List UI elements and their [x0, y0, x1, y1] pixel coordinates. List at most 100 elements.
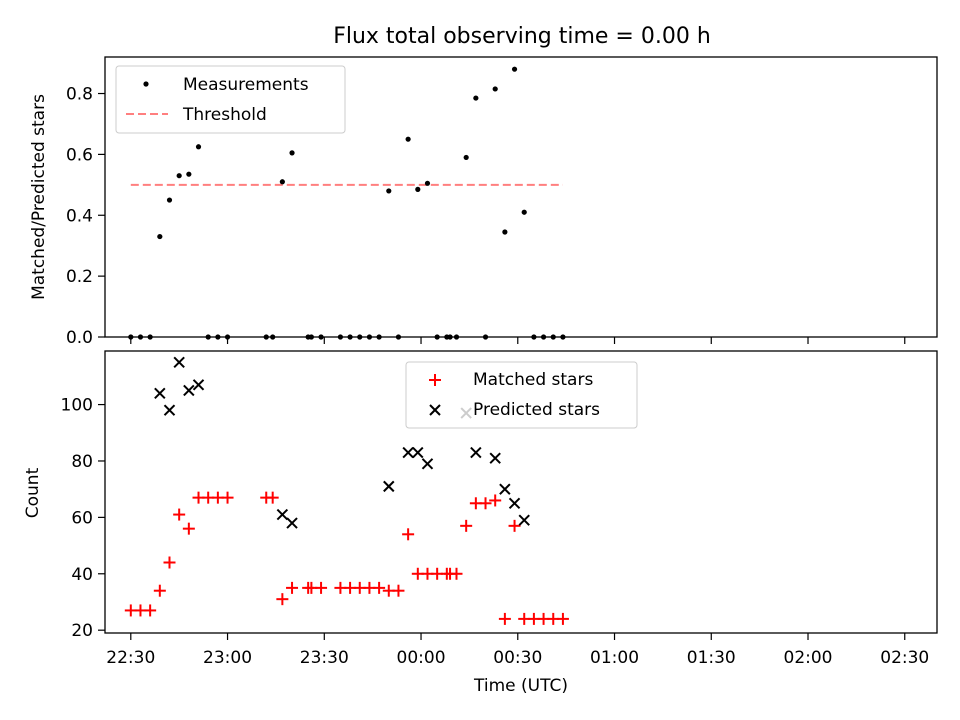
measurement-point — [357, 334, 363, 340]
matched-stars-point — [266, 491, 279, 504]
top-y-ticks: 0.0 0.2 0.4 0.6 0.8 — [66, 85, 105, 348]
legend-measurements-marker — [143, 81, 149, 87]
measurement-point — [318, 334, 324, 340]
bottom-y-tick-label: 60 — [71, 508, 93, 528]
bottom-y-tick-label: 100 — [61, 396, 93, 416]
top-y-tick-label: 0.4 — [66, 206, 93, 226]
bottom-legend: Matched stars Predicted stars — [405, 361, 638, 429]
matched-stars-point — [450, 567, 463, 580]
predicted-stars-point — [508, 497, 521, 509]
matched-stars-point — [286, 581, 299, 594]
bottom-x-tick-label: 01:00 — [590, 648, 639, 668]
measurement-point — [395, 334, 402, 340]
bottom-y-tick-label: 40 — [71, 565, 93, 585]
matched-stars-point — [182, 522, 195, 535]
top-chart-title: Flux total observing time = 0.00 h — [333, 24, 711, 49]
measurement-point — [263, 334, 269, 340]
top-legend-box — [115, 65, 346, 134]
matched-stars-point — [173, 508, 186, 521]
measurement-point — [560, 334, 566, 340]
bottom-x-tick-label: 23:00 — [203, 648, 252, 668]
predicted-stars-point — [192, 379, 205, 391]
legend-predicted-marker — [429, 404, 441, 416]
top-panel: Flux total observing time = 0.00 h 0.00.… — [29, 24, 938, 348]
measurement-point — [447, 334, 453, 340]
bottom-panel: 20 40 60 80 100 22:30 23:00 23:30 00:00 00:30 01:… — [23, 350, 938, 696]
bottom-x-tick-label: 00:00 — [397, 648, 446, 668]
bottom-y-ticks: 20 40 60 80 100 — [61, 396, 105, 641]
measurement-point — [166, 197, 173, 203]
measurement-point — [550, 334, 556, 340]
measurement-point — [186, 171, 192, 177]
top-y-tick-label: 0.8 — [66, 85, 93, 105]
matched-stars-point — [508, 519, 521, 532]
predicted-stars-point — [518, 514, 530, 526]
measurement-point — [511, 66, 518, 72]
measurement-point — [376, 334, 382, 340]
matched-stars-point — [402, 528, 415, 541]
predicted-stars-point — [173, 356, 185, 368]
measurement-point — [366, 334, 373, 340]
matched-stars-point — [392, 584, 405, 597]
measurement-point — [482, 334, 489, 340]
top-y-tick-label: 0.2 — [66, 267, 93, 287]
bottom-marks — [124, 356, 569, 625]
bottom-x-ticks: 22:30 23:00 23:30 00:00 00:30 01:00 01:30 02:00… — [106, 633, 929, 668]
measurement-point — [308, 334, 314, 340]
predicted-stars-point — [421, 458, 434, 470]
top-y-tick-label: 0.0 — [66, 328, 93, 348]
bottom-x-tick-label: 02:00 — [784, 648, 833, 668]
predicted-stars-point — [383, 480, 395, 493]
matched-stars-point — [479, 497, 492, 510]
predicted-stars-point — [286, 517, 298, 529]
bottom-x-axis-label: Time (UTC) — [473, 676, 568, 696]
measurement-point — [473, 95, 479, 101]
predicted-stars-point — [276, 508, 289, 521]
measurement-point — [224, 334, 231, 340]
matched-stars-point — [489, 494, 502, 507]
measurement-point — [415, 186, 421, 192]
measurement-point — [453, 334, 460, 340]
measurement-point — [195, 144, 202, 150]
predicted-stars-point — [412, 446, 424, 459]
predicted-stars-point — [183, 384, 195, 397]
measurement-point — [157, 233, 163, 240]
measurement-point — [463, 154, 469, 161]
legend-threshold-label: Threshold — [182, 105, 267, 125]
bottom-x-tick-label: 01:30 — [687, 648, 736, 668]
measurement-point — [128, 334, 134, 340]
measurement-point — [137, 334, 144, 340]
legend-matched-label: Matched stars — [473, 370, 593, 390]
predicted-stars-point — [499, 483, 511, 495]
measurement-point — [147, 334, 153, 340]
bottom-plot-frame — [104, 350, 938, 634]
measurement-point — [424, 180, 431, 186]
bottom-x-tick-label: 23:30 — [300, 648, 349, 668]
measurement-point — [434, 334, 440, 340]
matched-stars-point — [460, 519, 473, 532]
top-plot-frame — [104, 56, 938, 338]
measurement-point — [289, 150, 295, 156]
measurement-point — [176, 173, 182, 179]
measurement-point — [502, 229, 508, 235]
measurement-point — [521, 209, 527, 215]
top-y-tick-label: 0.6 — [66, 145, 93, 165]
measurement-point — [347, 334, 353, 340]
matched-stars-point — [144, 604, 157, 617]
legend-matched-marker — [429, 374, 441, 386]
matched-stars-point — [373, 581, 386, 594]
measurement-point — [540, 334, 547, 340]
predicted-stars-point — [402, 446, 414, 459]
predicted-stars-point — [154, 387, 166, 400]
bottom-legend-box — [405, 361, 638, 429]
bottom-x-tick-label: 22:30 — [106, 648, 155, 668]
top-marks — [128, 66, 566, 340]
measurement-point — [386, 188, 392, 194]
bottom-x-tick-label: 02:30 — [880, 648, 929, 668]
matched-stars-point — [556, 612, 569, 625]
legend-measurements-label: Measurements — [183, 75, 309, 95]
matched-stars-point — [153, 584, 166, 597]
measurement-point — [492, 86, 498, 92]
measurement-point — [279, 179, 285, 185]
